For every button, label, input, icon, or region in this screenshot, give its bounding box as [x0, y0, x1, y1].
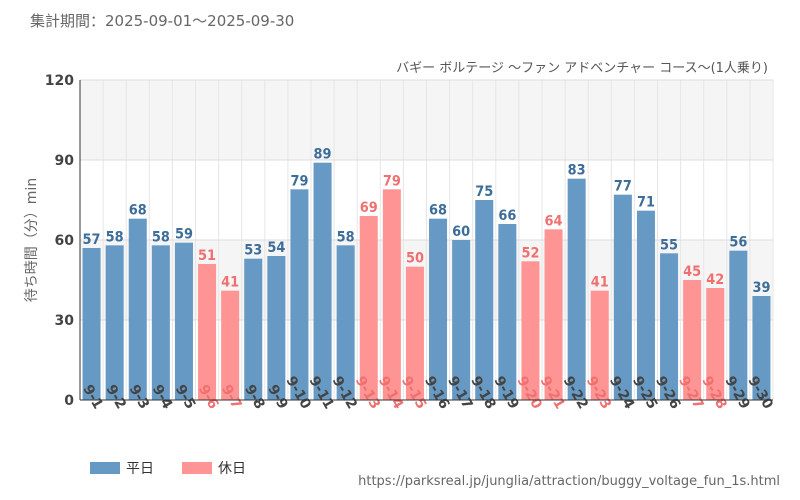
bar-9-20 [521, 261, 540, 400]
period-label: 集計期間：2025-09-01〜2025-09-30 [30, 12, 295, 30]
legend-item-holiday: 休日 [182, 458, 246, 478]
legend-swatch-weekday [90, 462, 120, 474]
bar-9-4 [151, 245, 170, 400]
legend-swatch-holiday [182, 462, 212, 474]
data-label-9-22: 83 [568, 163, 586, 179]
y-tick-label: 120 [45, 73, 74, 89]
data-label-9-29: 56 [729, 235, 747, 251]
data-label-9-5: 59 [175, 227, 193, 243]
y-tick-label: 0 [64, 393, 74, 409]
bar-9-12 [336, 245, 355, 400]
y-axis-label: 待ち時間（分）min [24, 178, 40, 302]
bar-9-10 [290, 189, 309, 400]
bar-9-15 [405, 266, 424, 400]
bar-9-27 [683, 280, 702, 400]
data-label-9-12: 58 [337, 229, 355, 245]
data-label-9-15: 50 [406, 251, 424, 267]
data-label-9-3: 68 [129, 203, 147, 219]
data-label-9-6: 51 [198, 248, 216, 264]
bar-series [82, 162, 771, 400]
data-label-9-10: 79 [290, 173, 308, 189]
data-label-9-4: 58 [152, 229, 170, 245]
data-labels: 57 58 68 58 59 51 41 53 54 79 89 58 69 79 50 68 60 75 66 52… [83, 147, 771, 296]
data-label-9-19: 66 [498, 208, 516, 224]
bar-9-1 [82, 248, 101, 400]
data-label-9-23: 41 [591, 275, 609, 291]
data-label-9-18: 75 [475, 184, 493, 200]
bar-9-21 [544, 229, 563, 400]
bar-9-7 [221, 290, 240, 400]
data-label-9-16: 68 [429, 203, 447, 219]
data-label-9-14: 79 [383, 173, 401, 189]
data-label-9-20: 52 [521, 245, 539, 261]
y-tick-labels: 0 30 60 90 120 [45, 73, 74, 409]
y-tick-label: 90 [55, 153, 75, 169]
bar-9-22 [567, 178, 586, 400]
bar-9-13 [359, 216, 378, 400]
data-label-9-8: 53 [244, 243, 262, 259]
bar-9-24 [613, 194, 632, 400]
bar-9-23 [590, 290, 609, 400]
legend-label-holiday: 休日 [218, 461, 246, 477]
data-label-9-27: 45 [683, 264, 701, 280]
data-label-9-13: 69 [360, 200, 378, 216]
bar-9-25 [636, 210, 655, 400]
data-label-9-28: 42 [706, 272, 724, 288]
x-tick-9-30: 9-30 [744, 374, 776, 413]
data-label-9-1: 57 [83, 232, 101, 248]
data-label-9-11: 89 [314, 147, 332, 163]
bar-9-18 [475, 200, 494, 400]
chart-legend: 平日 休日 [90, 458, 274, 478]
data-label-9-30: 39 [752, 280, 770, 296]
bar-9-2 [105, 245, 124, 400]
source-url: https://parksreal.jp/junglia/attraction/… [358, 474, 780, 489]
bar-9-29 [729, 250, 748, 400]
bar-9-30 [752, 296, 771, 400]
y-tick-label: 30 [55, 313, 75, 329]
data-label-9-25: 71 [637, 195, 655, 211]
data-label-9-21: 64 [545, 213, 563, 229]
chart-title: バギー ボルテージ 〜ファン アドベンチャー コース〜(1人乗り) [396, 61, 768, 76]
bar-9-11 [313, 162, 332, 400]
bar-9-6 [198, 264, 217, 400]
legend-item-weekday: 平日 [90, 458, 154, 478]
legend-label-weekday: 平日 [126, 461, 154, 477]
bar-9-16 [429, 218, 448, 400]
y-tick-label: 60 [55, 233, 75, 249]
data-label-9-26: 55 [660, 237, 678, 253]
data-label-9-24: 77 [614, 179, 632, 195]
bar-9-14 [382, 189, 401, 400]
bar-9-26 [660, 253, 679, 400]
bar-9-19 [498, 224, 517, 400]
bar-9-3 [128, 218, 147, 400]
bar-9-28 [706, 288, 725, 400]
data-label-9-9: 54 [267, 240, 285, 256]
bar-9-9 [267, 256, 286, 400]
bar-9-5 [174, 242, 193, 400]
data-label-9-7: 41 [221, 275, 239, 291]
data-label-9-17: 60 [452, 224, 470, 240]
bar-9-17 [452, 240, 471, 400]
bar-9-8 [244, 258, 263, 400]
data-label-9-2: 58 [106, 229, 124, 245]
